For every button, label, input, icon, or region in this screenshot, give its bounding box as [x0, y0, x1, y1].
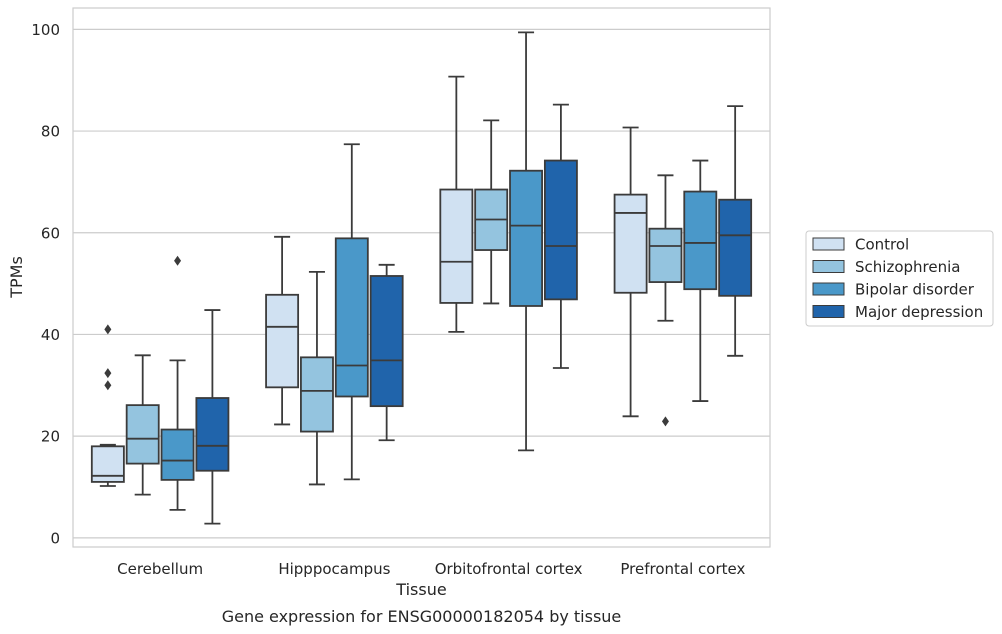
figure-caption: Gene expression for ENSG00000182054 by t… [222, 607, 622, 626]
box-0-1 [125, 354, 160, 496]
box-3-2 [683, 159, 718, 402]
y-tick-label: 60 [41, 224, 60, 242]
y-tick-label: 0 [50, 529, 60, 547]
box-plots [90, 31, 753, 525]
box-0-2 [160, 255, 195, 511]
x-tick-label: Prefrontal cortex [620, 560, 745, 578]
box [613, 193, 648, 294]
y-axis-title: TPMs [7, 256, 26, 299]
legend-label: Control [855, 236, 909, 254]
box-0-3 [195, 309, 230, 525]
box [195, 397, 230, 472]
y-tick-label: 100 [31, 21, 60, 39]
x-tick-label: Cerebellum [117, 560, 203, 578]
legend-label: Bipolar disorder [855, 281, 975, 299]
box-1-1 [300, 271, 334, 486]
box [509, 169, 543, 307]
box [439, 188, 474, 304]
legend-swatch [812, 260, 845, 273]
box-3-1 [648, 174, 683, 427]
legend-label: Major depression [855, 303, 983, 321]
legend-swatch [812, 305, 845, 318]
box-2-3 [543, 103, 578, 369]
box-3-0 [613, 126, 648, 418]
y-tick-label: 40 [41, 326, 60, 344]
legend-swatch [812, 282, 845, 296]
x-axis: Cerebellum Hipppocampus Orbitofrontal cort… [117, 560, 745, 578]
x-tick-label: Orbitofrontal cortex [435, 560, 583, 578]
x-axis-title: Tissue [395, 580, 446, 599]
box-1-2 [334, 143, 369, 481]
box [265, 293, 300, 389]
legend: Control Schizophrenia Bipolar disorder Majo… [805, 230, 994, 327]
box [648, 227, 683, 283]
box [543, 159, 578, 301]
box [125, 404, 160, 465]
box-2-2 [509, 31, 543, 452]
outlier-point [661, 416, 669, 427]
outlier-point [104, 380, 112, 391]
box [718, 198, 753, 297]
x-tick-label: Hipppocampus [278, 560, 390, 578]
y-tick-label: 20 [41, 428, 60, 446]
box [300, 356, 334, 433]
box [160, 428, 195, 481]
legend-frame [805, 230, 994, 327]
outlier-point [104, 368, 112, 379]
y-axis: 0 20 40 60 80 100 [31, 21, 60, 547]
box-1-0 [265, 235, 300, 426]
legend-swatch [812, 237, 845, 251]
box-3-3 [718, 105, 753, 357]
box-2-0 [439, 75, 474, 333]
box [334, 237, 369, 398]
y-tick-label: 80 [41, 123, 60, 141]
outlier-point [174, 255, 182, 266]
outlier-point [104, 324, 112, 335]
box [369, 275, 404, 408]
box-2-1 [474, 119, 509, 305]
box-1-3 [369, 263, 404, 442]
legend-label: Schizophrenia [855, 258, 960, 276]
box-0-0 [90, 324, 125, 487]
box [683, 190, 718, 291]
